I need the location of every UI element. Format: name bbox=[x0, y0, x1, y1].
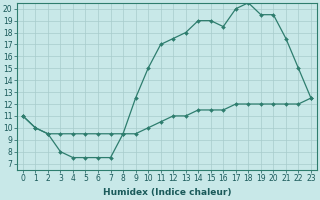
X-axis label: Humidex (Indice chaleur): Humidex (Indice chaleur) bbox=[103, 188, 231, 197]
